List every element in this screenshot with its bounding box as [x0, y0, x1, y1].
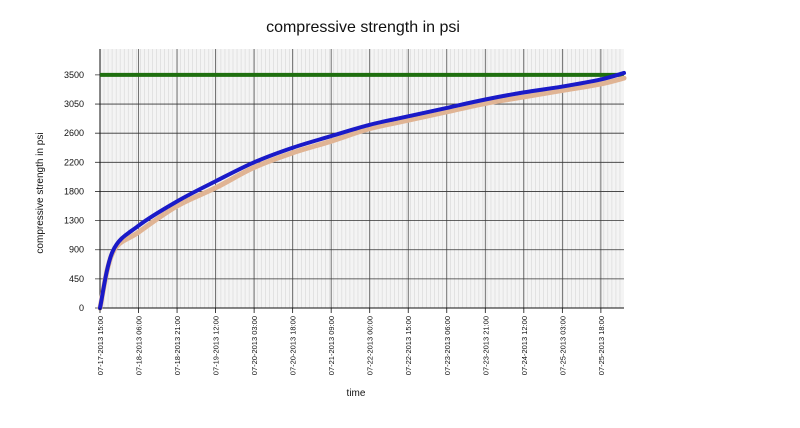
x-tick-label: 07-22-2013 00:00	[366, 316, 375, 375]
y-tick-label: 2200	[64, 157, 84, 167]
x-tick-label: 07-22-2013 15:00	[404, 316, 413, 375]
x-tick-label: 07-18-2013 21:00	[173, 316, 182, 375]
x-tick-label: 07-17-2013 15:00	[96, 316, 105, 375]
y-tick-label: 450	[69, 274, 84, 284]
x-tick-label: 07-21-2013 09:00	[327, 316, 336, 375]
chart-title: compressive strength in psi	[266, 19, 460, 36]
grid-lines	[95, 49, 624, 309]
x-tick-label: 07-19-2013 12:00	[212, 316, 221, 375]
x-axis-ticks: 07-17-2013 15:00 07-18-2013 06:00 07-18-20…	[96, 308, 606, 375]
tan-series-line	[97, 75, 627, 311]
x-tick-label: 07-23-2013 21:00	[481, 316, 490, 375]
y-tick-label: 2600	[64, 128, 84, 138]
y-tick-label: 3500	[64, 70, 84, 80]
blue-series-line	[98, 70, 626, 310]
x-tick-label: 07-20-2013 18:00	[289, 316, 298, 375]
y-tick-label: 0	[79, 303, 84, 313]
x-tick-label: 07-25-2013 18:00	[597, 316, 606, 375]
y-tick-label: 1800	[64, 186, 84, 196]
y-axis-ticks: 0 450 900 1300 1800 2200 2600 3050 3500	[64, 70, 84, 313]
y-tick-label: 3050	[64, 99, 84, 109]
x-tick-label: 07-25-2013 03:00	[558, 316, 567, 375]
x-axis-label: time	[347, 388, 366, 399]
x-tick-label: 07-18-2013 06:00	[135, 316, 144, 375]
x-tick-label: 07-23-2013 06:00	[443, 316, 452, 375]
y-tick-label: 900	[69, 245, 84, 255]
x-tick-label: 07-20-2013 03:00	[250, 316, 259, 375]
y-tick-label: 1300	[64, 216, 84, 226]
x-tick-label: 07-24-2013 12:00	[520, 316, 529, 375]
series-layer	[97, 70, 627, 311]
y-axis-label: compressive strength in psi	[35, 132, 46, 253]
